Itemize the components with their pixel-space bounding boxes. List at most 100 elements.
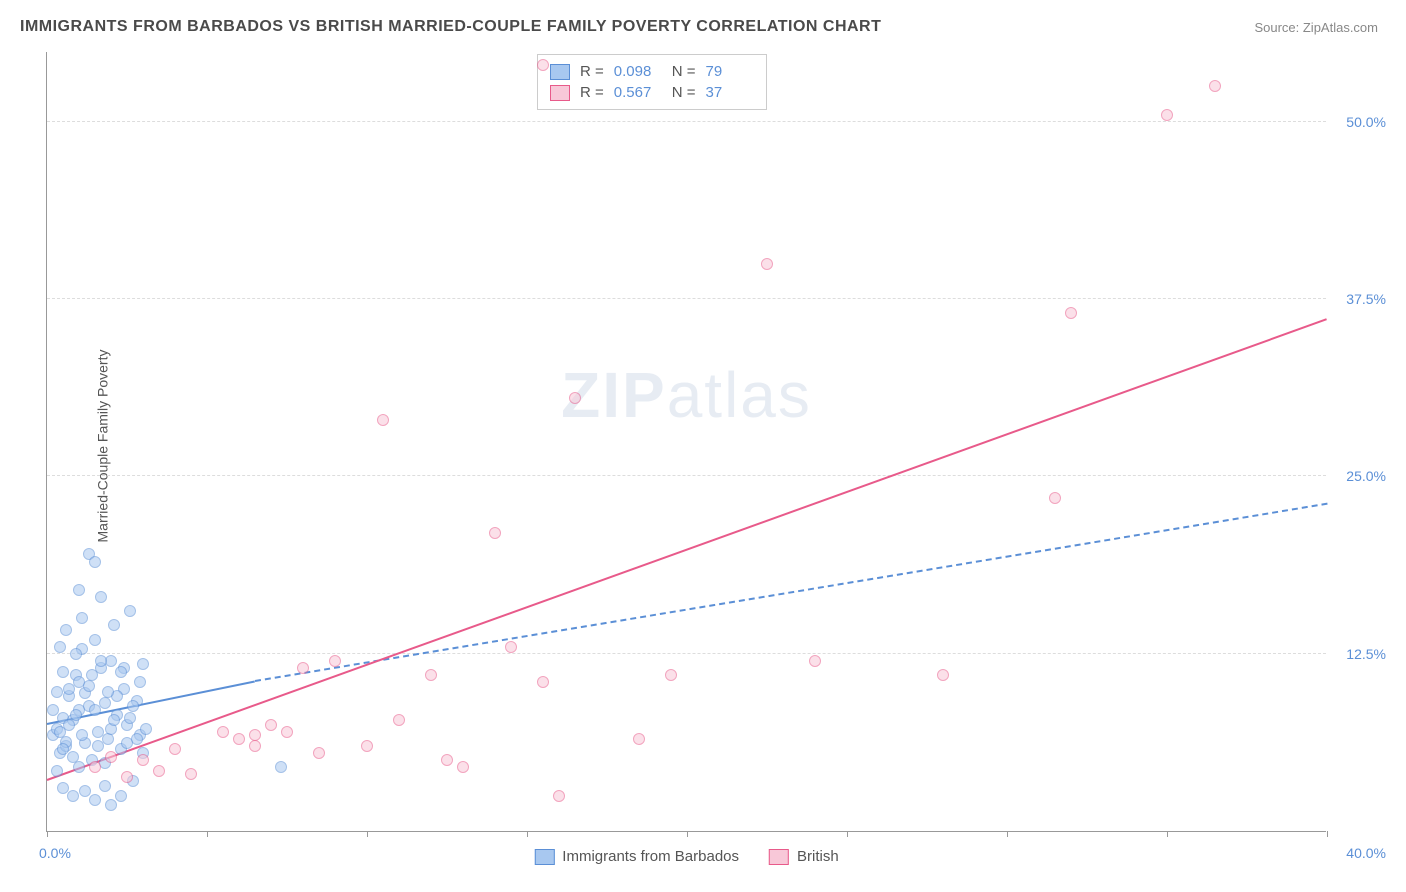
data-point bbox=[73, 761, 85, 773]
data-point bbox=[76, 612, 88, 624]
data-point bbox=[121, 737, 133, 749]
y-tick-label: 12.5% bbox=[1346, 646, 1386, 662]
data-point bbox=[377, 414, 389, 426]
data-point bbox=[73, 584, 85, 596]
data-point bbox=[233, 733, 245, 745]
data-point bbox=[108, 619, 120, 631]
data-point bbox=[63, 683, 75, 695]
data-point bbox=[67, 790, 79, 802]
x-tick bbox=[1167, 831, 1168, 837]
x-tick bbox=[847, 831, 848, 837]
source-attribution: Source: ZipAtlas.com bbox=[1254, 20, 1378, 35]
stats-legend-box: R = 0.098 N = 79 R = 0.567 N = 37 bbox=[537, 54, 767, 110]
data-point bbox=[108, 714, 120, 726]
data-point bbox=[809, 655, 821, 667]
data-point bbox=[51, 686, 63, 698]
data-point bbox=[70, 709, 82, 721]
data-point bbox=[329, 655, 341, 667]
data-point bbox=[633, 733, 645, 745]
data-point bbox=[457, 761, 469, 773]
data-point bbox=[95, 591, 107, 603]
legend-label-0: Immigrants from Barbados bbox=[562, 848, 739, 865]
n-value-0: 79 bbox=[706, 63, 754, 80]
data-point bbox=[60, 624, 72, 636]
data-point bbox=[51, 765, 63, 777]
x-axis-max-label: 40.0% bbox=[1346, 845, 1386, 861]
data-point bbox=[89, 794, 101, 806]
data-point bbox=[169, 743, 181, 755]
legend-swatch-1 bbox=[769, 849, 789, 865]
data-point bbox=[281, 726, 293, 738]
gridline bbox=[47, 121, 1326, 122]
data-point bbox=[76, 729, 88, 741]
data-point bbox=[57, 666, 69, 678]
n-label: N = bbox=[672, 63, 696, 80]
data-point bbox=[105, 751, 117, 763]
data-point bbox=[47, 704, 59, 716]
x-tick bbox=[527, 831, 528, 837]
x-tick bbox=[367, 831, 368, 837]
plot-area: ZIPatlas R = 0.098 N = 79 R = 0.567 N = … bbox=[46, 52, 1326, 832]
r-value-0: 0.098 bbox=[614, 63, 662, 80]
gridline bbox=[47, 298, 1326, 299]
data-point bbox=[140, 723, 152, 735]
data-point bbox=[137, 658, 149, 670]
x-tick bbox=[47, 831, 48, 837]
r-label: R = bbox=[580, 63, 604, 80]
data-point bbox=[569, 392, 581, 404]
r-value-1: 0.567 bbox=[614, 84, 662, 101]
data-point bbox=[537, 676, 549, 688]
gridline bbox=[47, 653, 1326, 654]
x-axis-min-label: 0.0% bbox=[39, 845, 71, 861]
y-tick-label: 25.0% bbox=[1346, 468, 1386, 484]
data-point bbox=[54, 641, 66, 653]
data-point bbox=[275, 761, 287, 773]
n-label: N = bbox=[672, 84, 696, 101]
data-point bbox=[1065, 307, 1077, 319]
data-point bbox=[217, 726, 229, 738]
data-point bbox=[185, 768, 197, 780]
trend-line bbox=[255, 503, 1327, 682]
swatch-series-1 bbox=[550, 85, 570, 101]
data-point bbox=[1161, 109, 1173, 121]
data-point bbox=[297, 662, 309, 674]
data-point bbox=[89, 704, 101, 716]
data-point bbox=[105, 799, 117, 811]
data-point bbox=[124, 712, 136, 724]
source-value: ZipAtlas.com bbox=[1303, 20, 1378, 35]
legend-item-0: Immigrants from Barbados bbox=[534, 848, 739, 865]
data-point bbox=[1209, 80, 1221, 92]
data-point bbox=[937, 669, 949, 681]
data-point bbox=[102, 686, 114, 698]
n-value-1: 37 bbox=[706, 84, 754, 101]
data-point bbox=[89, 634, 101, 646]
data-point bbox=[489, 527, 501, 539]
data-point bbox=[95, 655, 107, 667]
data-point bbox=[553, 790, 565, 802]
x-tick bbox=[207, 831, 208, 837]
data-point bbox=[57, 743, 69, 755]
legend-label-1: British bbox=[797, 848, 839, 865]
data-point bbox=[441, 754, 453, 766]
watermark-atlas: atlas bbox=[667, 359, 812, 431]
x-tick bbox=[1327, 831, 1328, 837]
data-point bbox=[665, 669, 677, 681]
x-tick bbox=[1007, 831, 1008, 837]
y-tick-label: 37.5% bbox=[1346, 291, 1386, 307]
data-point bbox=[761, 258, 773, 270]
data-point bbox=[99, 780, 111, 792]
data-point bbox=[134, 676, 146, 688]
data-point bbox=[121, 771, 133, 783]
data-point bbox=[89, 556, 101, 568]
watermark: ZIPatlas bbox=[561, 358, 812, 432]
correlation-chart: IMMIGRANTS FROM BARBADOS VS BRITISH MARR… bbox=[0, 0, 1406, 892]
swatch-series-0 bbox=[550, 64, 570, 80]
data-point bbox=[249, 740, 261, 752]
data-point bbox=[86, 669, 98, 681]
legend-swatch-0 bbox=[534, 849, 554, 865]
y-tick-label: 50.0% bbox=[1346, 114, 1386, 130]
data-point bbox=[92, 740, 104, 752]
legend-item-1: British bbox=[769, 848, 839, 865]
data-point bbox=[425, 669, 437, 681]
source-label: Source: bbox=[1254, 20, 1302, 35]
